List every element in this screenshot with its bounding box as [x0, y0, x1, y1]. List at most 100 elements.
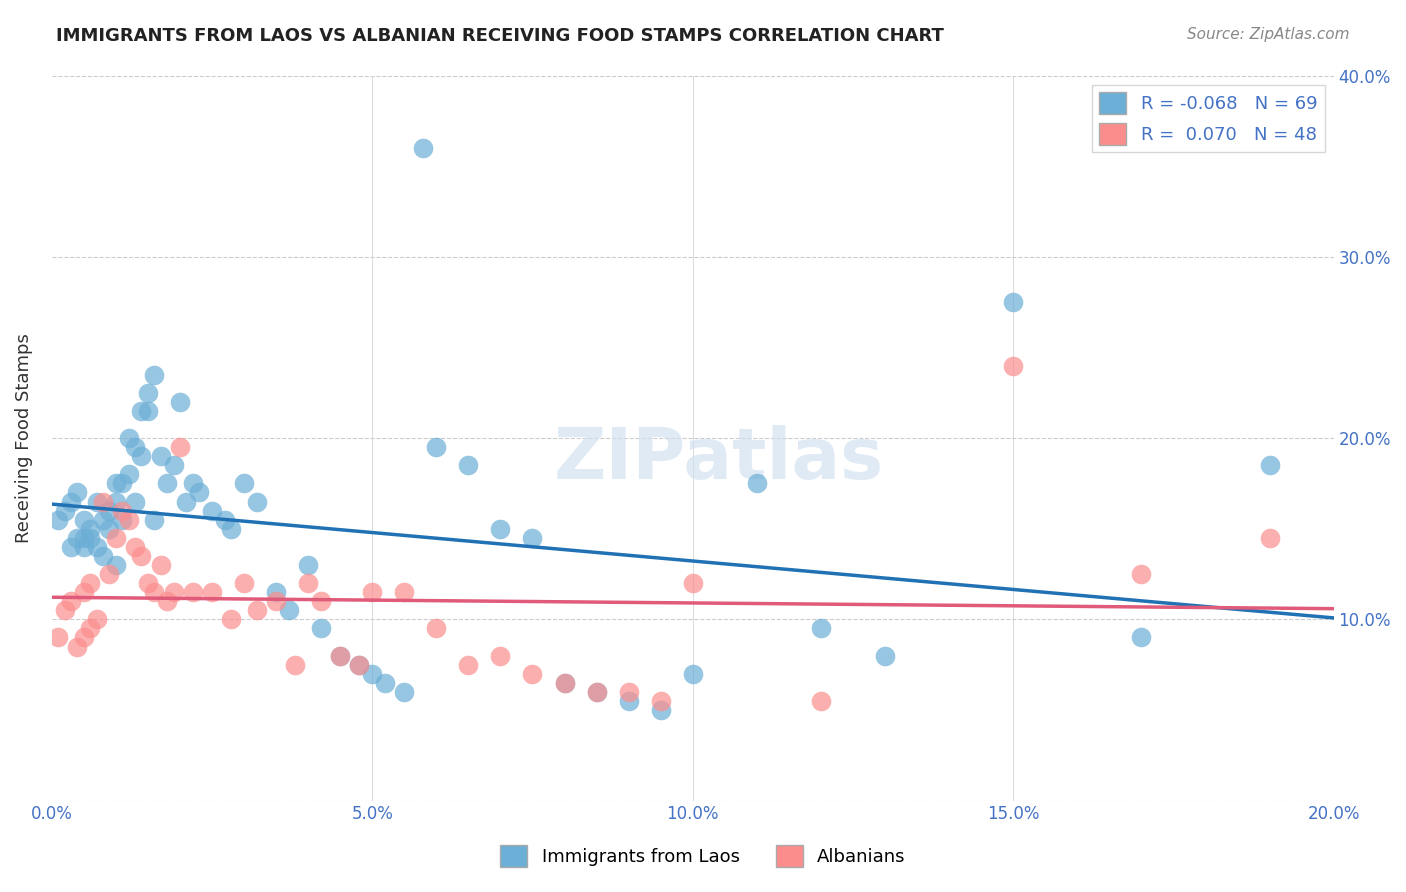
Point — [284, 657, 307, 672]
Point — [46, 631, 69, 645]
Point — [201, 585, 224, 599]
Point — [361, 666, 384, 681]
Point — [810, 694, 832, 708]
Point — [297, 576, 319, 591]
Point — [412, 141, 434, 155]
Point — [131, 549, 153, 563]
Point — [136, 404, 159, 418]
Point — [149, 558, 172, 572]
Point — [374, 675, 396, 690]
Point — [73, 531, 96, 545]
Point — [124, 440, 146, 454]
Point — [86, 540, 108, 554]
Point — [169, 440, 191, 454]
Point — [143, 513, 166, 527]
Point — [124, 494, 146, 508]
Point — [214, 513, 236, 527]
Point — [522, 531, 544, 545]
Text: IMMIGRANTS FROM LAOS VS ALBANIAN RECEIVING FOOD STAMPS CORRELATION CHART: IMMIGRANTS FROM LAOS VS ALBANIAN RECEIVI… — [56, 27, 943, 45]
Point — [873, 648, 896, 663]
Point — [176, 494, 198, 508]
Point — [124, 540, 146, 554]
Point — [73, 631, 96, 645]
Point — [131, 404, 153, 418]
Point — [73, 513, 96, 527]
Point — [329, 648, 352, 663]
Point — [219, 522, 242, 536]
Point — [91, 494, 114, 508]
Point — [111, 513, 134, 527]
Point — [457, 458, 479, 473]
Legend: R = -0.068   N = 69, R =  0.070   N = 48: R = -0.068 N = 69, R = 0.070 N = 48 — [1092, 85, 1324, 152]
Point — [118, 467, 141, 482]
Point — [682, 576, 704, 591]
Point — [66, 640, 89, 654]
Point — [617, 685, 640, 699]
Point — [585, 685, 607, 699]
Point — [277, 603, 299, 617]
Point — [457, 657, 479, 672]
Point — [349, 657, 371, 672]
Point — [86, 612, 108, 626]
Point — [104, 558, 127, 572]
Point — [111, 476, 134, 491]
Point — [246, 494, 269, 508]
Point — [66, 485, 89, 500]
Point — [156, 476, 179, 491]
Point — [66, 531, 89, 545]
Point — [104, 494, 127, 508]
Point — [394, 585, 416, 599]
Point — [162, 585, 184, 599]
Point — [1130, 631, 1153, 645]
Point — [98, 567, 121, 582]
Point — [394, 685, 416, 699]
Point — [118, 431, 141, 445]
Point — [219, 612, 242, 626]
Point — [201, 503, 224, 517]
Point — [650, 694, 672, 708]
Point — [553, 675, 575, 690]
Legend: Immigrants from Laos, Albanians: Immigrants from Laos, Albanians — [494, 838, 912, 874]
Point — [136, 385, 159, 400]
Point — [143, 585, 166, 599]
Point — [98, 503, 121, 517]
Point — [98, 522, 121, 536]
Point — [233, 576, 256, 591]
Point — [73, 540, 96, 554]
Point — [136, 576, 159, 591]
Point — [53, 603, 76, 617]
Point — [1130, 567, 1153, 582]
Point — [1258, 458, 1281, 473]
Y-axis label: Receiving Food Stamps: Receiving Food Stamps — [15, 333, 32, 543]
Point — [309, 594, 332, 608]
Point — [181, 476, 204, 491]
Point — [1002, 359, 1025, 373]
Point — [46, 513, 69, 527]
Text: ZIPatlas: ZIPatlas — [554, 425, 883, 494]
Point — [682, 666, 704, 681]
Point — [79, 621, 101, 635]
Point — [264, 585, 287, 599]
Point — [111, 503, 134, 517]
Point — [91, 549, 114, 563]
Point — [745, 476, 768, 491]
Point — [91, 513, 114, 527]
Point — [264, 594, 287, 608]
Point — [489, 648, 512, 663]
Point — [149, 449, 172, 463]
Point — [143, 368, 166, 382]
Point — [104, 531, 127, 545]
Point — [361, 585, 384, 599]
Point — [617, 694, 640, 708]
Point — [188, 485, 211, 500]
Point — [489, 522, 512, 536]
Point — [349, 657, 371, 672]
Point — [309, 621, 332, 635]
Point — [104, 476, 127, 491]
Point — [162, 458, 184, 473]
Point — [810, 621, 832, 635]
Point — [118, 513, 141, 527]
Point — [86, 494, 108, 508]
Point — [246, 603, 269, 617]
Point — [53, 503, 76, 517]
